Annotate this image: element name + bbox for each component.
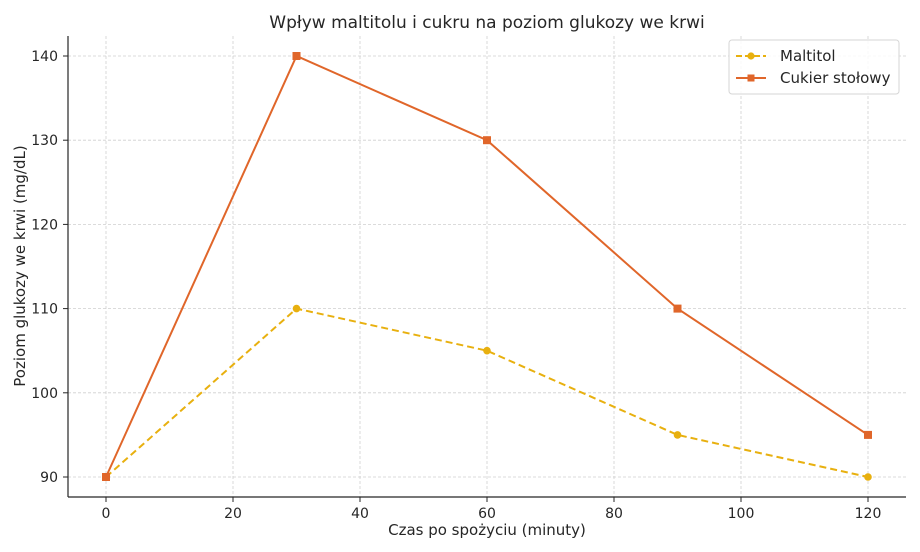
data-point-circle <box>673 431 682 439</box>
x-axis-label: Czas po spożyciu (minuty) <box>388 521 586 539</box>
x-tick-label: 0 <box>102 506 111 522</box>
x-tick-label: 100 <box>728 506 755 522</box>
y-tick-label: 90 <box>40 470 58 486</box>
circle-marker-icon <box>747 52 755 60</box>
legend-label: Maltitol <box>780 47 836 65</box>
y-tick-label: 110 <box>31 302 58 318</box>
y-tick-label: 130 <box>31 133 58 149</box>
legend-item-cukier: Cukier stołowy <box>736 69 891 87</box>
legend-box <box>728 39 900 95</box>
legend: Maltitol Cukier stołowy <box>728 39 900 95</box>
x-tick-label: 20 <box>224 506 242 522</box>
data-point-square <box>292 52 301 60</box>
data-series <box>102 52 872 481</box>
x-tick-label: 120 <box>855 506 882 522</box>
y-axis-ticks: 90 100 110 120 130 140 <box>31 49 68 486</box>
series-line <box>105 307 869 478</box>
y-tick-label: 120 <box>31 217 58 233</box>
legend-item-maltitol: Maltitol <box>736 47 836 65</box>
x-tick-label: 80 <box>605 506 623 522</box>
grid-lines <box>68 36 906 497</box>
square-marker-icon <box>747 74 755 82</box>
series-cukier-stołowy <box>102 52 872 481</box>
y-axis-label: Poziom glukozy we krwi (mg/dL) <box>11 145 29 386</box>
y-tick-label: 140 <box>31 49 58 65</box>
chart-title: Wpływ maltitolu i cukru na poziom glukoz… <box>269 13 704 33</box>
data-point-square <box>673 304 682 313</box>
data-point-square <box>864 430 872 439</box>
legend-label: Cukier stołowy <box>780 69 891 87</box>
x-tick-label: 40 <box>351 506 369 522</box>
data-point-square <box>102 473 110 481</box>
data-point-circle <box>292 304 301 313</box>
x-axis-ticks: 0 20 40 60 80 100 120 <box>102 497 882 522</box>
data-point-circle <box>483 346 491 355</box>
data-point-square <box>483 136 491 145</box>
y-tick-label: 100 <box>31 386 58 402</box>
data-point-circle <box>864 473 872 481</box>
x-tick-label: 60 <box>478 506 496 522</box>
